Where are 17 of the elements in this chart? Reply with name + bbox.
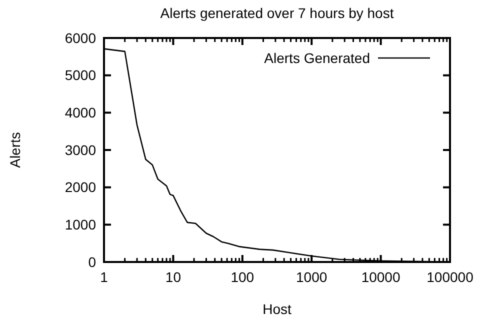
y-tick-label: 4000: [64, 104, 96, 121]
y-tick-label: 3000: [64, 142, 96, 158]
x-axis-title: Host: [262, 301, 292, 317]
x-tick-label: 100: [230, 269, 254, 285]
y-tick-label: 1000: [64, 216, 96, 233]
legend-label: Alerts Generated: [264, 50, 370, 66]
x-tick-label: 1: [100, 269, 108, 285]
y-tick-label: 6000: [64, 30, 96, 46]
y-axis-title: Alerts: [7, 132, 23, 168]
y-tick-label: 0: [88, 254, 96, 270]
x-tick-label: 100000: [426, 269, 474, 285]
y-tick-label: 5000: [64, 67, 96, 84]
x-tick-label: 1000: [296, 269, 328, 285]
y-tick-label: 2000: [64, 179, 96, 196]
chart-title: Alerts generated over 7 hours by host: [160, 5, 394, 21]
x-tick-label: 10000: [361, 269, 400, 285]
x-tick-label: 10: [165, 269, 182, 285]
